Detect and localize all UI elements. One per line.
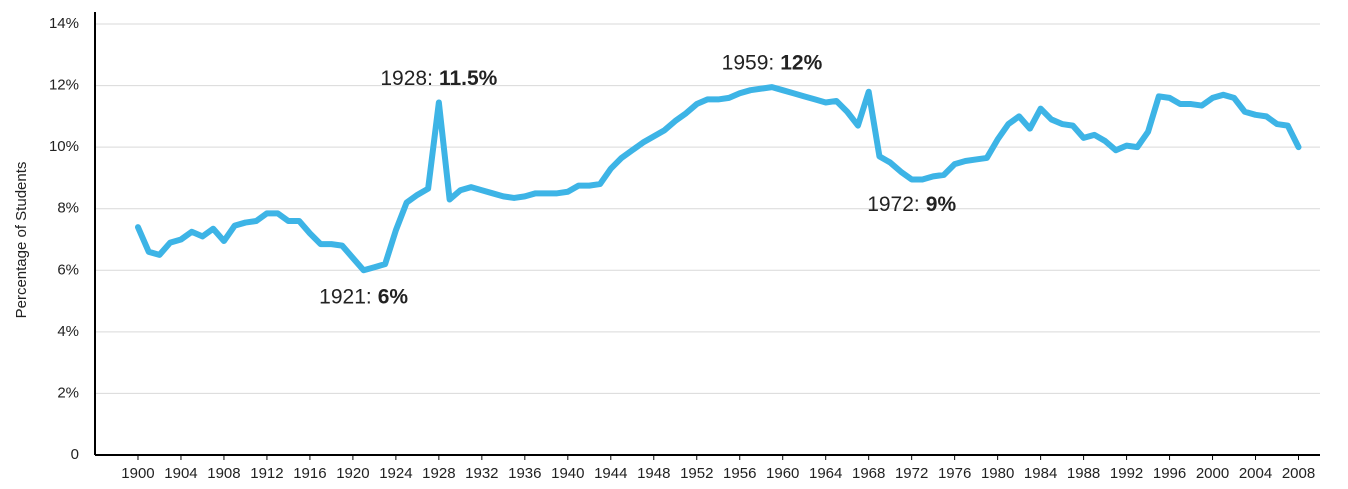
x-tick-label: 1908 (207, 465, 240, 482)
x-tick-label: 1940 (551, 465, 584, 482)
annotation-label: 1972: (867, 192, 920, 215)
x-tick-label: 1988 (1067, 465, 1100, 482)
x-tick-label: 1980 (981, 465, 1014, 482)
x-tick-label: 1912 (250, 465, 283, 482)
x-tick-label: 2008 (1282, 465, 1315, 482)
x-tick-label: 1924 (379, 465, 412, 482)
annotation-label: 1959: (722, 51, 775, 74)
y-tick-label: 0 (71, 446, 79, 463)
x-tick-label: 1984 (1024, 465, 1057, 482)
annotation-value: 6% (378, 285, 409, 308)
x-tick-label: 1944 (594, 465, 627, 482)
x-tick-label: 1976 (938, 465, 971, 482)
y-tick-label: 10% (49, 138, 79, 155)
x-tick-label: 1972 (895, 465, 928, 482)
x-tick-label: 1952 (680, 465, 713, 482)
x-tick-label: 1992 (1110, 465, 1143, 482)
x-tick-label: 1932 (465, 465, 498, 482)
y-tick-label: 8% (57, 200, 79, 217)
x-tick-label: 1904 (164, 465, 197, 482)
x-tick-label: 1928 (422, 465, 455, 482)
annotation-value: 12% (780, 51, 822, 74)
x-tick-label: 1920 (336, 465, 369, 482)
annotation: 1972: 9% (867, 192, 956, 215)
annotation: 1959: 12% (722, 51, 823, 74)
x-tick-label: 1916 (293, 465, 326, 482)
x-tick-label: 1964 (809, 465, 842, 482)
y-axis-label: Percentage of Students (13, 162, 30, 319)
annotation: 1921: 6% (319, 285, 408, 308)
annotation: 1928: 11.5% (380, 67, 497, 90)
y-tick-label: 12% (49, 77, 79, 94)
y-tick-label: 14% (49, 15, 79, 32)
x-tick-label: 1968 (852, 465, 885, 482)
annotation-value: 9% (926, 192, 957, 215)
x-tick-label: 1900 (121, 465, 154, 482)
annotation-value: 11.5% (439, 67, 498, 90)
x-tick-label: 1948 (637, 465, 670, 482)
data-line (134, 84, 1302, 274)
x-tick-label: 1956 (723, 465, 756, 482)
y-tick-label: 6% (57, 261, 79, 278)
x-tick-label: 1960 (766, 465, 799, 482)
x-tick-label: 1996 (1153, 465, 1186, 482)
annotation-label: 1921: (319, 285, 372, 308)
annotation-label: 1928: (380, 67, 433, 90)
x-tick-label: 1936 (508, 465, 541, 482)
y-tick-label: 2% (57, 384, 79, 401)
y-tick-label: 4% (57, 323, 79, 340)
x-tick-label: 2004 (1239, 465, 1272, 482)
x-tick-label: 2000 (1196, 465, 1229, 482)
